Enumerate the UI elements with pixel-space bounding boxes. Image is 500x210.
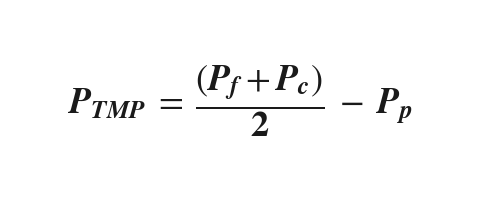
Text: $\boldsymbol{P}_{\boldsymbol{TMP}}\;=\;\dfrac{(\boldsymbol{P}_{\boldsymbol{f}}+\: $\boldsymbol{P}_{\boldsymbol{TMP}}\;=\;\… [67, 63, 413, 139]
